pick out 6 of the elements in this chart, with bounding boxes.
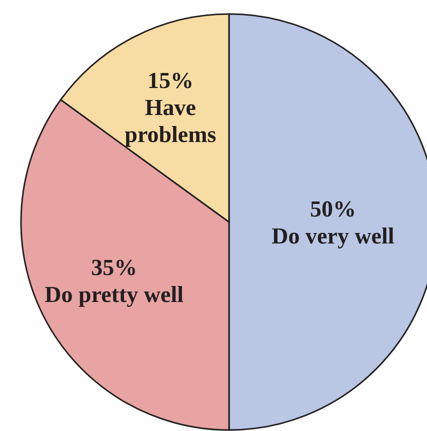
slice-label: Have problems: [124, 94, 216, 147]
slice-label: Do pretty well: [44, 282, 184, 307]
data-label: 35%: [91, 254, 138, 280]
data-label: 15%: [147, 68, 194, 93]
slice-label: Do very well: [272, 223, 394, 248]
data-label: 50%: [310, 196, 356, 221]
